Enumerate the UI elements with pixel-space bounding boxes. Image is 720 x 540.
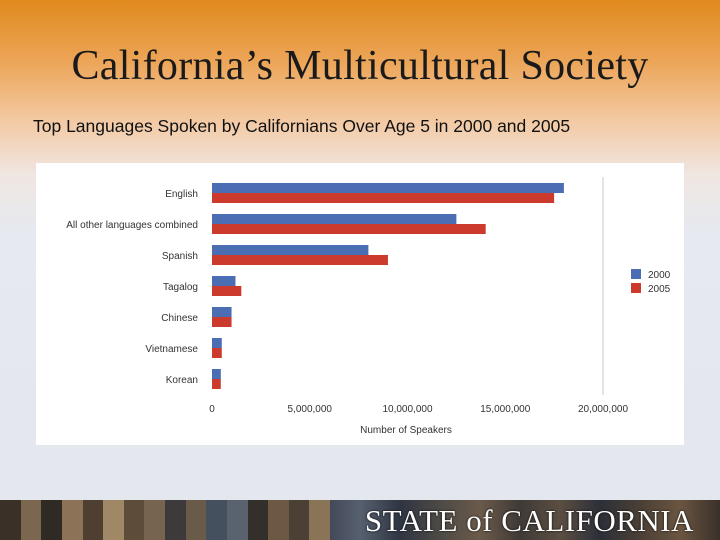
legend-label: 2000 [648,270,671,281]
bar-2000-tagalog [212,276,236,286]
bar-2005-spanish [212,255,388,265]
x-tick-label: 5,000,000 [288,404,333,415]
x-tick-label: 0 [209,404,215,415]
legend-label: 2005 [648,284,671,295]
x-tick-label: 20,000,000 [578,404,628,415]
bar-2000-vietnamese [212,338,222,348]
footer-banner: STATE of CALIFORNIA [0,500,720,540]
bar-2005-all-other-languages-combined [212,224,486,234]
bar-2005-korean [212,379,221,389]
bar-2005-tagalog [212,286,242,296]
footer-brand-text: STATE of CALIFORNIA [364,503,694,538]
bar-2000-english [212,183,564,193]
category-label: Tagalog [163,282,198,293]
category-label: Spanish [162,251,198,262]
x-tick-label: 10,000,000 [382,404,432,415]
bar-2000-all-other-languages-combined [212,214,457,224]
chart-subtitle: Top Languages Spoken by Californians Ove… [33,116,571,136]
chart-panel: English All other languages combined Spani… [36,163,684,445]
footer-photo-mosaic [0,500,330,540]
legend-swatch [631,283,641,293]
x-axis-title: Number of Speakers [360,425,452,436]
x-tick-label: 15,000,000 [480,404,530,415]
category-label: Korean [166,375,198,386]
bar-2000-chinese [212,307,232,317]
category-label: Vietnamese [145,344,198,355]
category-label: All other languages combined [66,220,198,231]
bar-chart: English All other languages combined Spani… [66,177,671,436]
bar-2000-korean [212,369,221,379]
bar-2005-chinese [212,317,232,327]
category-label: Chinese [161,313,198,324]
legend-swatch [631,269,641,279]
bar-2000-spanish [212,245,369,255]
category-label: English [165,189,198,200]
slide-title: California’s Multicultural Society [71,43,649,89]
bar-2005-english [212,193,555,203]
bar-2005-vietnamese [212,348,222,358]
